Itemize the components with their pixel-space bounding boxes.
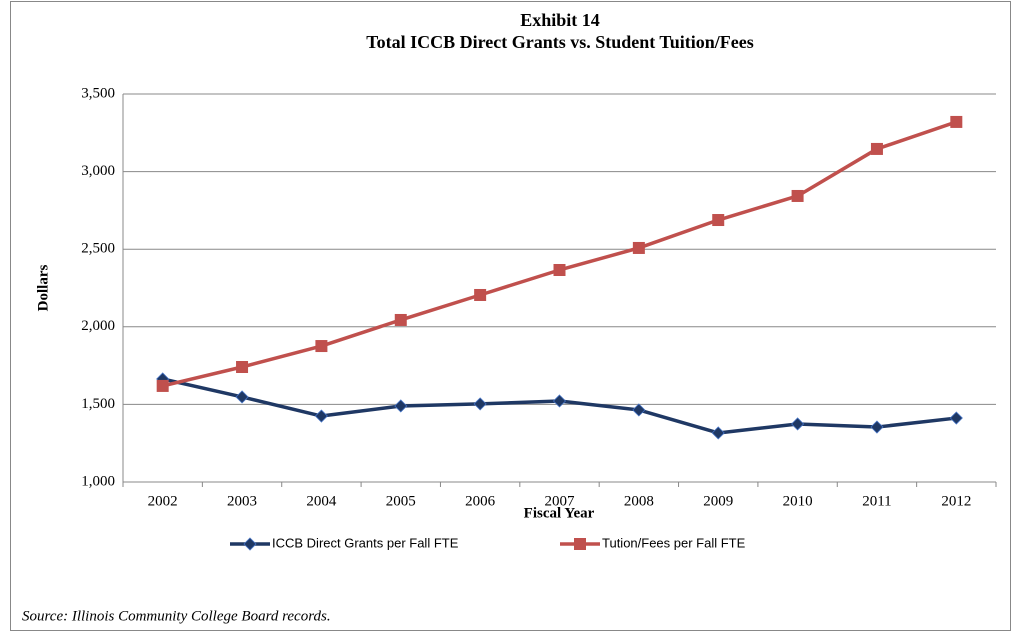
- x-tick-label: 2002: [148, 493, 178, 509]
- x-tick-label: 2009: [703, 493, 733, 509]
- marker: [950, 115, 963, 128]
- y-axis-label: Dollars: [35, 265, 51, 312]
- legend-marker: [574, 538, 586, 550]
- x-tick-label: 2006: [465, 493, 496, 509]
- chart-border: [10, 1, 1011, 631]
- marker: [553, 263, 566, 276]
- x-axis-label: Fiscal Year: [524, 505, 595, 521]
- marker: [949, 411, 963, 425]
- x-tick-label: 2007: [545, 493, 576, 509]
- source-note: Source: Illinois Community College Board…: [22, 608, 331, 624]
- y-tick-label: 1,500: [81, 396, 115, 412]
- y-tick-label: 2,500: [81, 241, 115, 257]
- marker: [791, 417, 805, 431]
- legend-marker: [243, 537, 257, 551]
- marker: [870, 142, 883, 155]
- x-tick-label: 2004: [306, 493, 337, 509]
- y-tick-label: 3,500: [81, 85, 115, 101]
- marker: [394, 313, 407, 326]
- marker: [314, 409, 328, 423]
- marker: [552, 394, 567, 408]
- y-tick-label: 1,000: [81, 473, 115, 489]
- marker: [711, 426, 725, 440]
- marker: [712, 214, 725, 227]
- y-tick-label: 2,000: [81, 318, 115, 334]
- marker: [791, 189, 804, 202]
- chart-subtitle: Total ICCB Direct Grants vs. Student Tui…: [366, 32, 754, 52]
- marker: [315, 340, 328, 353]
- y-tick-label: 3,000: [81, 163, 115, 179]
- marker: [473, 397, 487, 411]
- marker: [632, 403, 646, 417]
- x-tick-label: 2008: [624, 493, 654, 509]
- marker: [632, 241, 645, 254]
- marker: [235, 390, 249, 404]
- x-tick-label: 2011: [862, 493, 891, 509]
- chart-title: Exhibit 14: [520, 10, 600, 30]
- legend-label: Tution/Fees per Fall FTE: [602, 535, 746, 550]
- marker: [236, 360, 249, 373]
- x-tick-label: 2010: [783, 493, 813, 509]
- marker: [156, 379, 169, 392]
- legend-label: ICCB Direct Grants per Fall FTE: [272, 535, 459, 550]
- marker: [394, 399, 408, 413]
- marker: [474, 288, 487, 301]
- x-tick-label: 2005: [386, 493, 416, 509]
- x-tick-label: 2012: [941, 493, 971, 509]
- marker: [870, 420, 884, 434]
- x-tick-label: 2003: [227, 493, 257, 509]
